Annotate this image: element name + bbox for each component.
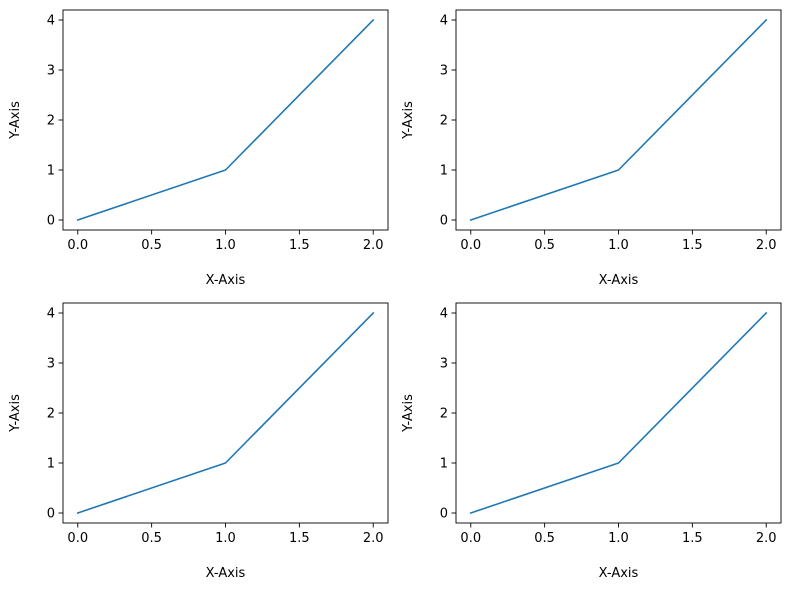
- x-tick-label: 1.5: [289, 531, 310, 546]
- x-tick-label: 2.0: [363, 238, 384, 253]
- x-tick-label: 0.5: [534, 531, 555, 546]
- x-tick-label: 0.5: [141, 531, 162, 546]
- series-line-1: [76, 18, 375, 222]
- x-axis-label: X-Axis: [206, 273, 246, 288]
- y-tick-label: 3: [47, 64, 55, 79]
- x-tick-label: 1.0: [608, 238, 629, 253]
- y-tick-label: 3: [440, 357, 448, 372]
- series-line-1: [469, 18, 768, 222]
- x-tick-label: 1.5: [289, 238, 310, 253]
- y-tick-label: 2: [47, 407, 55, 422]
- series-line-1: [469, 311, 768, 515]
- y-axis-label: Y-Axis: [8, 394, 23, 433]
- y-tick-label: 3: [440, 64, 448, 79]
- y-axis-label: Y-Axis: [401, 101, 416, 140]
- y-tick-label: 2: [440, 407, 448, 422]
- subplot-3: 0.0 0.5 1.0 1.5 2.0 0 1 2 3 4 X-Axis Y-Axis: [8, 302, 389, 581]
- y-axis-label: Y-Axis: [401, 394, 416, 433]
- y-tick-label: 3: [47, 357, 55, 372]
- y-tick-label: 1: [47, 164, 55, 179]
- subplot-2: 0.0 0.5 1.0 1.5 2.0 0 1 2 3 4 X-Axis Y-Axis: [401, 9, 782, 288]
- y-tick-label: 0: [440, 507, 448, 522]
- y-tick-label: 2: [47, 114, 55, 129]
- axes-frame: [455, 302, 782, 524]
- x-axis-label: X-Axis: [599, 273, 639, 288]
- y-tick-label: 4: [47, 14, 55, 29]
- subplot-4: 0.0 0.5 1.0 1.5 2.0 0 1 2 3 4 X-Axis Y-Axis: [401, 302, 782, 581]
- y-tick-label: 0: [47, 507, 55, 522]
- y-tick-label: 1: [440, 457, 448, 472]
- y-axis-label: Y-Axis: [8, 101, 23, 140]
- x-tick-label: 1.5: [682, 531, 703, 546]
- x-tick-label: 1.0: [215, 238, 236, 253]
- x-tick-label: 2.0: [363, 531, 384, 546]
- y-tick-label: 4: [47, 307, 55, 322]
- axes-frame: [62, 9, 389, 231]
- axes-frame: [62, 302, 389, 524]
- y-tick-label: 4: [440, 14, 448, 29]
- x-tick-label: 0.0: [460, 531, 481, 546]
- axes-frame: [455, 9, 782, 231]
- x-tick-label: 0.0: [67, 238, 88, 253]
- x-tick-label: 1.0: [608, 531, 629, 546]
- x-tick-label: 1.0: [215, 531, 236, 546]
- x-tick-label: 0.0: [460, 238, 481, 253]
- subplot-1: 0.0 0.5 1.0 1.5 2.0 0 1 2 3 4 X-Axis Y-Axis: [8, 9, 389, 288]
- x-tick-label: 2.0: [756, 238, 777, 253]
- x-tick-label: 0.5: [534, 238, 555, 253]
- series-line-1: [76, 311, 375, 515]
- y-tick-label: 2: [440, 114, 448, 129]
- y-tick-label: 0: [440, 214, 448, 229]
- x-axis-label: X-Axis: [599, 566, 639, 581]
- x-tick-label: 0.0: [67, 531, 88, 546]
- y-tick-label: 0: [47, 214, 55, 229]
- y-tick-label: 4: [440, 307, 448, 322]
- x-tick-label: 0.5: [141, 238, 162, 253]
- y-tick-label: 1: [440, 164, 448, 179]
- x-tick-label: 1.5: [682, 238, 703, 253]
- x-axis-label: X-Axis: [206, 566, 246, 581]
- x-tick-label: 2.0: [756, 531, 777, 546]
- y-tick-label: 1: [47, 457, 55, 472]
